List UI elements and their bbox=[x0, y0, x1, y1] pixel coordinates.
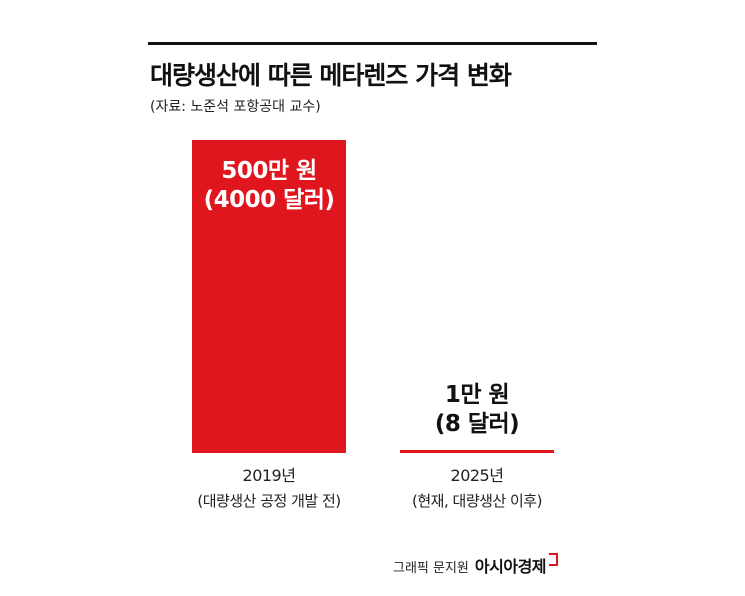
data-label-2-1: 1만 원 bbox=[445, 382, 509, 408]
source-note: (자료: 노준석 포항공대 교수) bbox=[150, 99, 321, 115]
x-tick-note-1: (대량생산 공정 개발 전) bbox=[197, 492, 340, 510]
data-label-1-2: (4000 달러) bbox=[204, 187, 335, 213]
top-rule bbox=[148, 42, 597, 45]
bar-2 bbox=[400, 450, 554, 453]
x-tick-note-2: (현재, 대량생산 이후) bbox=[412, 492, 542, 510]
brand-mark-icon bbox=[549, 553, 559, 566]
brand-logo-text: 아시아경제 bbox=[474, 557, 547, 576]
chart-title: 대량생산에 따른 메타렌즈 가격 변화 bbox=[150, 61, 512, 90]
bar-1 bbox=[192, 140, 346, 453]
data-label-1-1: 500만 원 bbox=[221, 158, 316, 184]
footer: 그래픽 문지원 아시아경제 bbox=[393, 553, 559, 577]
data-label-2-2: (8 달러) bbox=[435, 411, 519, 437]
x-tick-label-1: 2019년 bbox=[243, 466, 296, 485]
graphic-credit: 그래픽 문지원 bbox=[393, 561, 469, 576]
x-tick-label-2: 2025년 bbox=[451, 466, 504, 485]
